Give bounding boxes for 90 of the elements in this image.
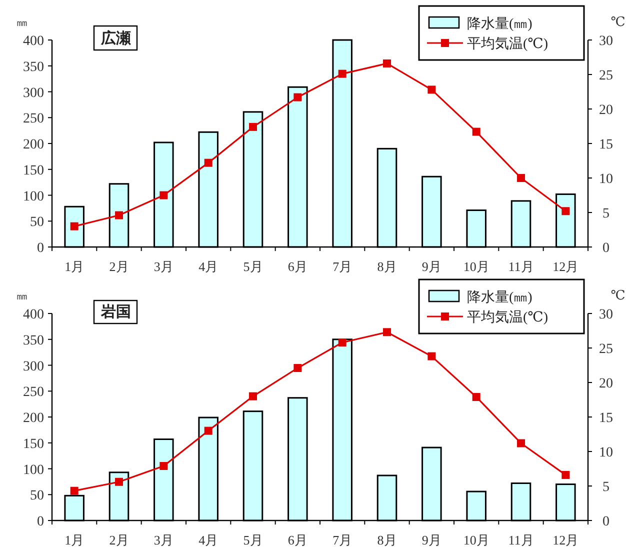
point xyxy=(338,70,346,78)
point xyxy=(160,462,168,470)
y2-tick-label: 30 xyxy=(599,308,613,322)
x-tick-label: 9月 xyxy=(422,532,442,547)
y-tick-label: 250 xyxy=(23,385,44,400)
x-tick-label: 6月 xyxy=(288,532,308,547)
y-tick-label: 0 xyxy=(37,514,44,530)
legend-label: 降水量(㎜) xyxy=(467,290,533,306)
x-tick-label: 12月 xyxy=(552,259,579,274)
x-tick-label: 12月 xyxy=(552,532,579,547)
x-tick-label: 3月 xyxy=(154,259,174,274)
y2-tick-label: 30 xyxy=(599,34,613,49)
y-tick-label: 250 xyxy=(23,112,44,127)
y-tick-label: 0 xyxy=(37,241,44,256)
point xyxy=(428,352,436,360)
y2-tick-label: 5 xyxy=(602,480,610,495)
y-tick-label: 50 xyxy=(30,488,44,504)
y2-tick-label: 25 xyxy=(599,68,613,84)
y-tick-label: 150 xyxy=(23,436,44,452)
point xyxy=(294,364,302,372)
y-tick-label: 100 xyxy=(23,462,44,478)
y2-tick-label: 20 xyxy=(599,376,613,392)
y-tick-label: 400 xyxy=(23,308,44,322)
chart-title: 広瀬 xyxy=(100,29,131,47)
point xyxy=(249,122,257,131)
y2-axis-title: ℃ xyxy=(610,288,626,302)
y-tick-label: 350 xyxy=(23,333,44,348)
y-tick-label: 350 xyxy=(23,60,44,75)
y2-tick-label: 15 xyxy=(599,138,613,152)
y2-axis-title: ℃ xyxy=(610,14,626,29)
y2-tick-label: 10 xyxy=(599,172,613,187)
chart-title: 岩国 xyxy=(100,304,131,320)
x-tick-label: 9月 xyxy=(422,259,442,274)
y2-tick-label: 25 xyxy=(599,342,613,357)
y-tick-label: 300 xyxy=(23,359,44,374)
y2-tick-label: 0 xyxy=(602,241,610,256)
y-tick-label: 200 xyxy=(23,411,44,426)
x-tick-label: 8月 xyxy=(377,259,397,274)
x-tick-label: 4月 xyxy=(198,259,218,274)
x-tick-label: 10月 xyxy=(463,259,490,274)
x-tick-label: 1月 xyxy=(64,532,84,547)
y-tick-label: 100 xyxy=(23,189,44,204)
y-axis-title: ㎜ xyxy=(16,17,28,29)
point xyxy=(204,426,212,435)
point xyxy=(160,191,168,200)
point xyxy=(115,478,123,486)
point xyxy=(517,439,525,448)
point xyxy=(338,338,346,346)
y-tick-label: 150 xyxy=(23,163,44,178)
point xyxy=(472,128,480,136)
point xyxy=(562,470,570,479)
x-tick-label: 6月 xyxy=(288,259,308,274)
point xyxy=(204,158,212,167)
point xyxy=(472,392,480,401)
point xyxy=(70,486,78,495)
point xyxy=(383,59,391,68)
x-tick-label: 2月 xyxy=(109,259,129,274)
point xyxy=(383,328,391,336)
legend-label: 降水量(㎜) xyxy=(467,16,533,32)
x-tick-label: 5月 xyxy=(243,532,263,547)
x-tick-label: 7月 xyxy=(332,532,352,547)
legend-label: 平均気温(℃) xyxy=(467,310,548,326)
y-tick-label: 400 xyxy=(23,34,44,49)
y-tick-label: 300 xyxy=(23,86,44,101)
y2-tick-label: 10 xyxy=(599,446,613,460)
x-tick-label: 2月 xyxy=(109,532,129,547)
x-tick-label: 4月 xyxy=(198,532,218,547)
y2-tick-label: 0 xyxy=(602,514,610,530)
point xyxy=(249,392,257,400)
x-tick-label: 3月 xyxy=(154,532,174,547)
x-tick-label: 11月 xyxy=(508,532,534,547)
x-tick-label: 11月 xyxy=(508,259,534,274)
x-tick-label: 1月 xyxy=(64,259,84,274)
point xyxy=(517,174,525,182)
legend-label: 平均気温(℃) xyxy=(467,36,548,52)
y-tick-label: 50 xyxy=(30,215,44,230)
point xyxy=(115,211,123,220)
x-tick-label: 7月 xyxy=(332,259,352,274)
y2-tick-label: 5 xyxy=(602,206,610,222)
x-tick-label: 8月 xyxy=(377,532,397,547)
y2-tick-label: 20 xyxy=(599,103,613,118)
y-tick-label: 200 xyxy=(23,138,44,152)
point xyxy=(70,222,78,230)
y2-tick-label: 15 xyxy=(599,411,613,426)
y-axis-title: ㎜ xyxy=(16,290,28,302)
point xyxy=(562,207,570,216)
point xyxy=(428,86,436,94)
x-tick-label: 10月 xyxy=(463,532,490,547)
x-tick-label: 5月 xyxy=(243,259,263,274)
point xyxy=(294,93,302,102)
